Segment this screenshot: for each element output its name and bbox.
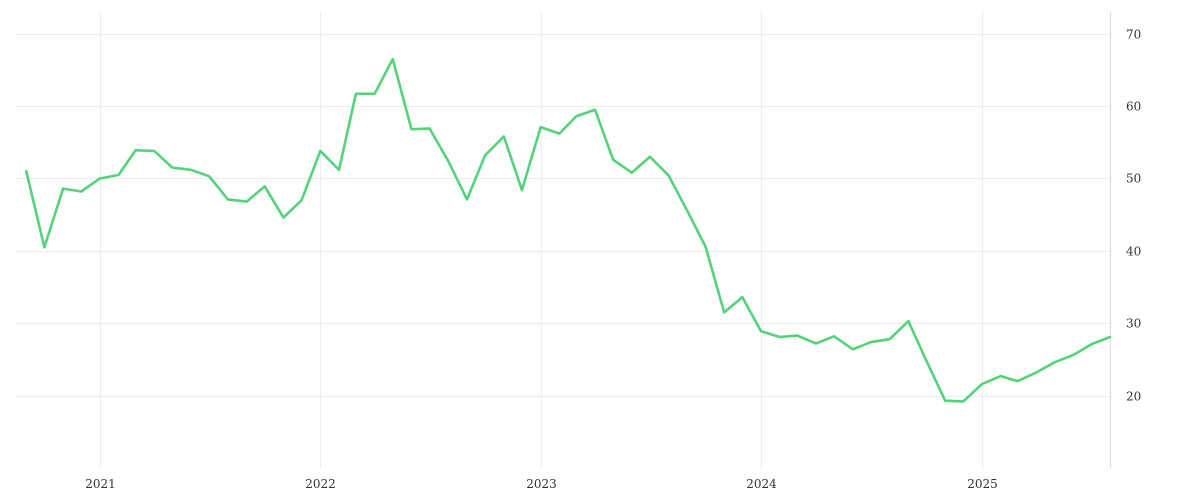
y-tick-label: 70 — [1126, 28, 1141, 42]
y-tick-label: 50 — [1126, 172, 1141, 186]
y-tick-label: 40 — [1126, 245, 1141, 259]
series-line-0 — [24, 57, 1112, 403]
y-tick-label: 60 — [1126, 100, 1141, 114]
y-tick-label: 20 — [1126, 390, 1141, 404]
series-layer — [24, 57, 1112, 403]
grid — [16, 12, 1110, 468]
x-tick-label: 2024 — [746, 477, 777, 491]
x-tick-label: 2022 — [305, 477, 336, 491]
x-tick-label: 2021 — [85, 477, 116, 491]
tick-labels: 20 30 40 50 60 70 2021 2022 2023 2024 2025 — [85, 28, 1141, 492]
x-tick-label: 2025 — [967, 477, 998, 491]
x-tick-label: 2023 — [526, 477, 557, 491]
y-tick-label: 30 — [1126, 317, 1141, 331]
